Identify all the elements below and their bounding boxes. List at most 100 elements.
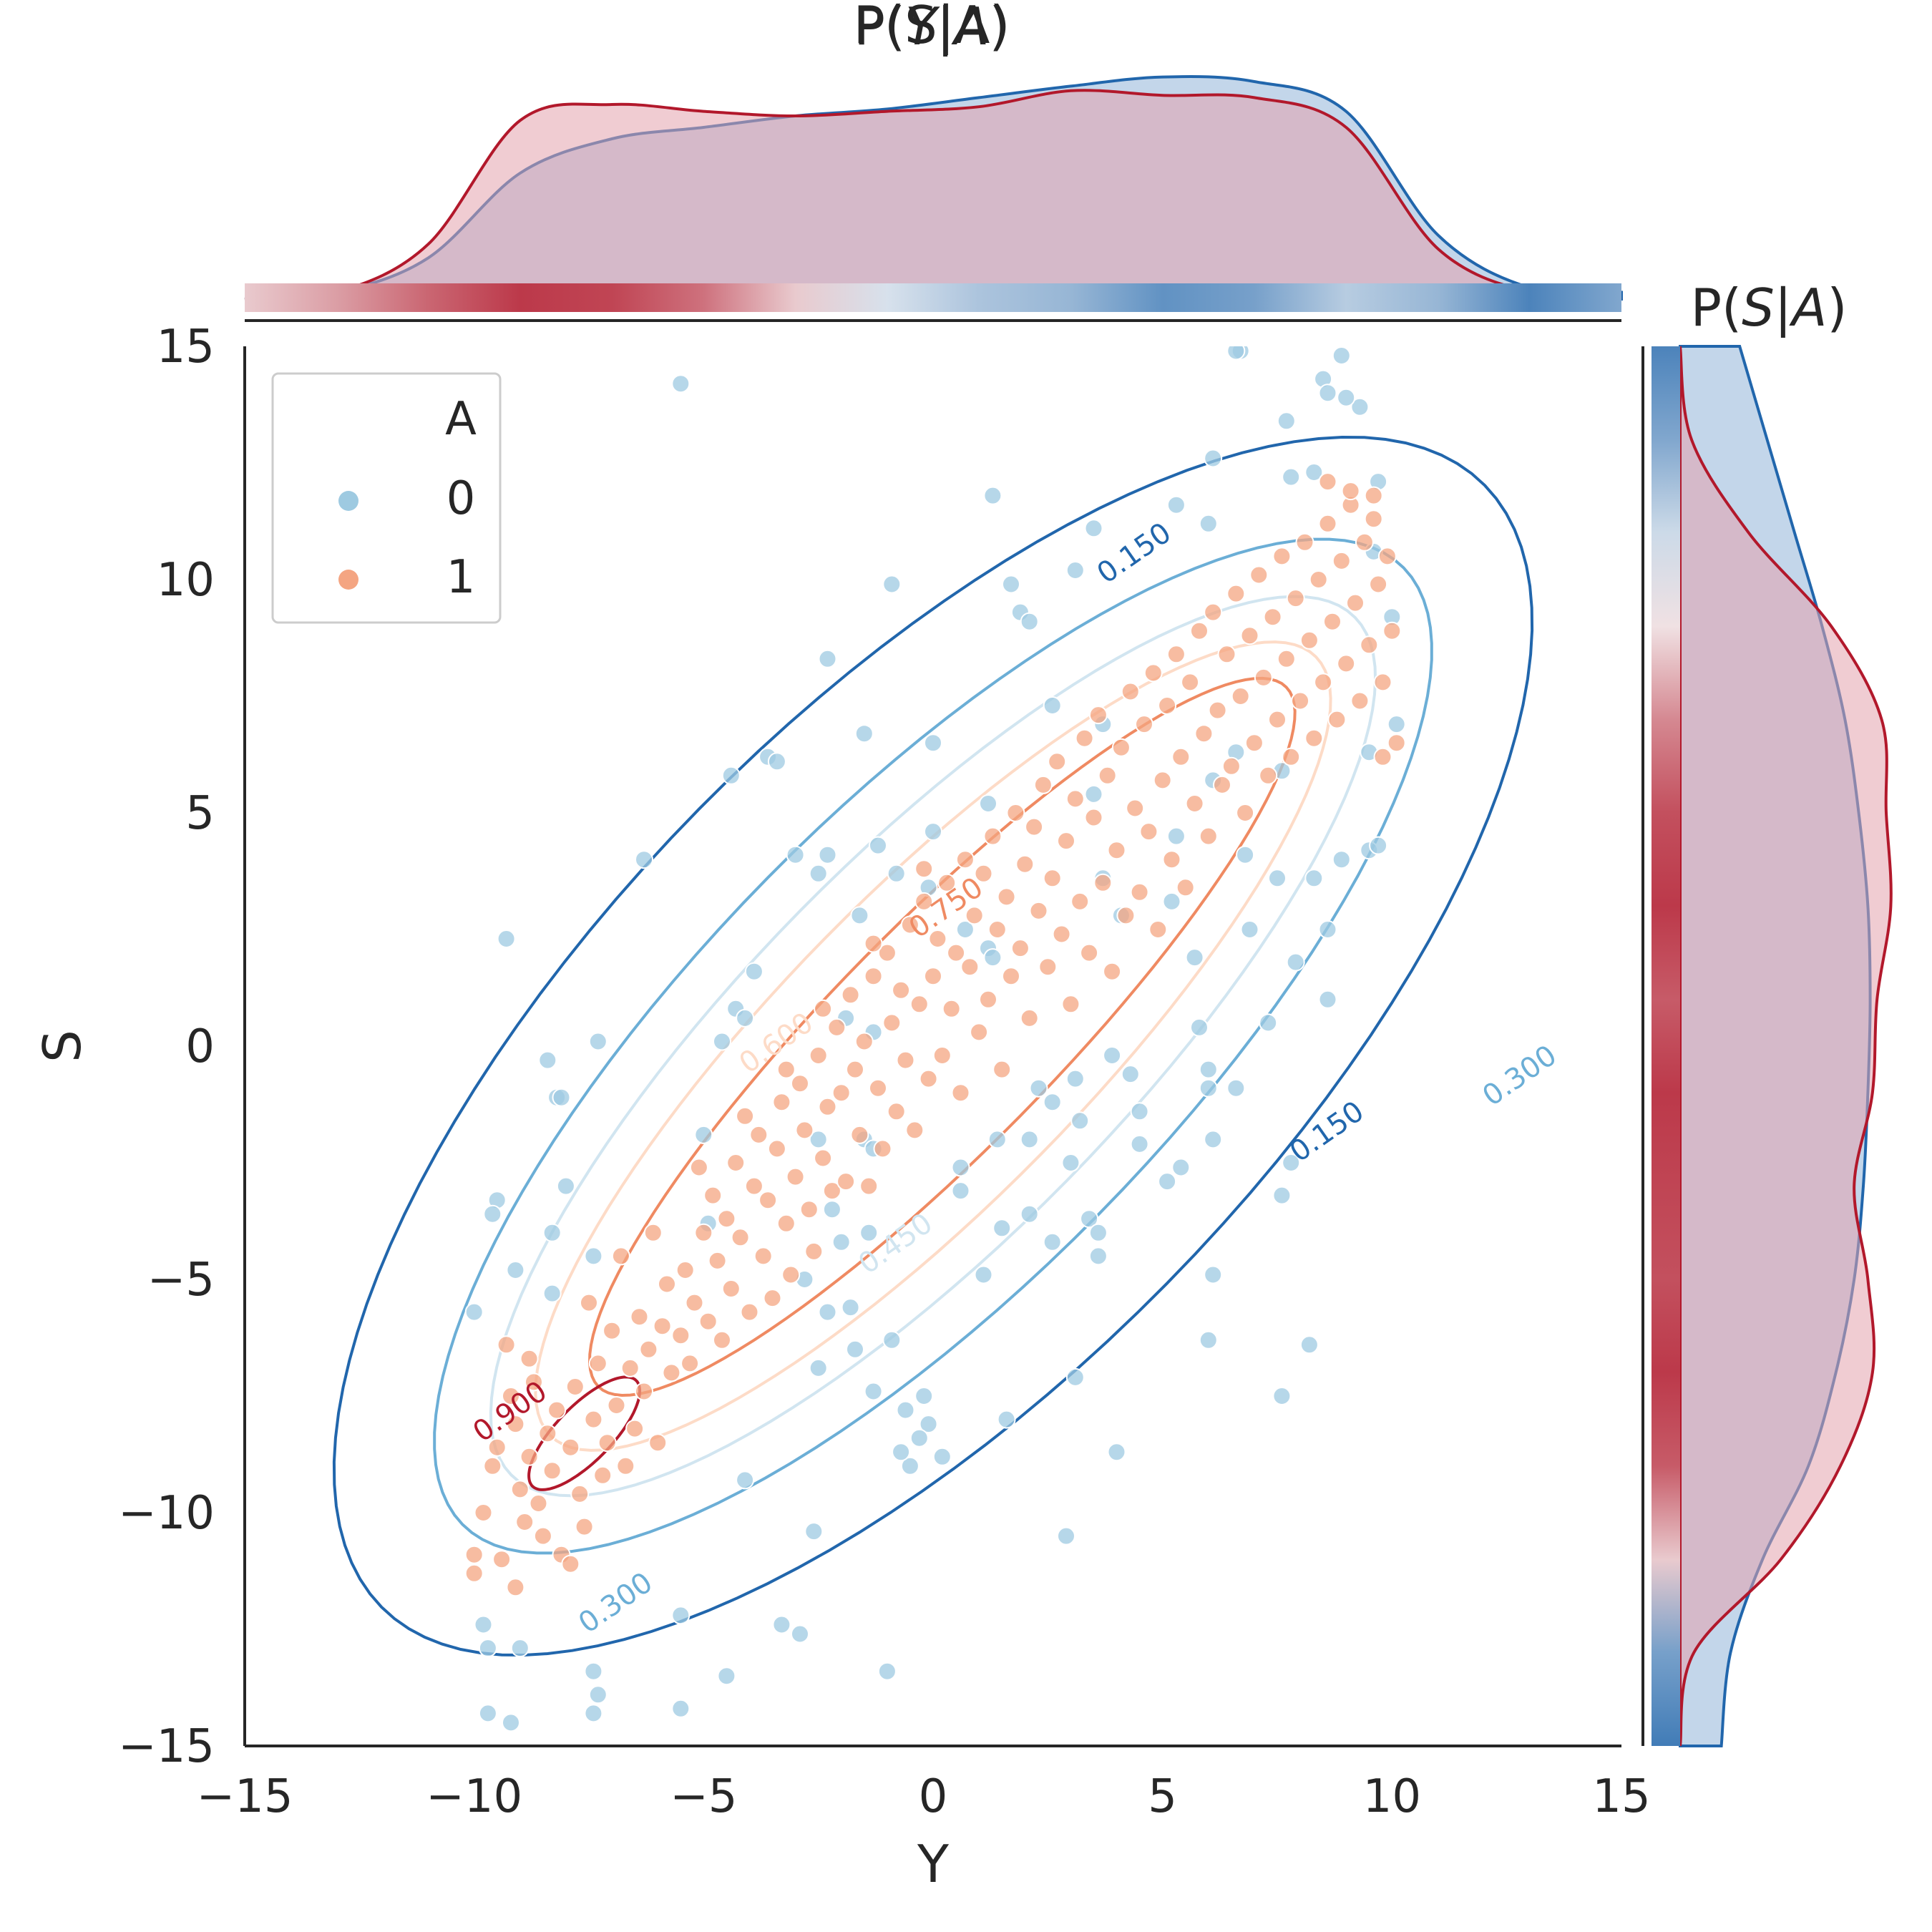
scatter-point-a0 <box>809 1358 828 1377</box>
scatter-point-a0 <box>1121 1065 1140 1084</box>
scatter-point-a0 <box>717 1667 736 1686</box>
scatter-point-a1 <box>580 1293 598 1312</box>
scatter-point-a1 <box>611 1246 630 1266</box>
scatter-point-a1 <box>1299 630 1319 650</box>
top-marginal-rug-strip <box>245 283 1621 312</box>
scatter-point-a1 <box>698 1312 718 1331</box>
scatter-point-a0 <box>1350 397 1370 416</box>
scatter-point-a1 <box>896 1050 915 1070</box>
scatter-point-a1 <box>726 1153 746 1172</box>
scatter-point-a1 <box>1236 804 1255 822</box>
scatter-point-a1 <box>1318 514 1337 533</box>
scatter-point-a1 <box>630 1307 649 1327</box>
scatter-point-a1 <box>1158 696 1177 715</box>
scatter-point-a1 <box>497 1335 516 1355</box>
scatter-point-a1 <box>814 1148 833 1168</box>
scatter-point-a1 <box>492 1550 512 1569</box>
x-tick-label: 0 <box>919 1770 948 1823</box>
legend-marker-0 <box>338 491 358 511</box>
scatter-point-a1 <box>547 1400 567 1420</box>
scatter-point-a0 <box>502 1713 520 1732</box>
scatter-point-a1 <box>588 1354 608 1373</box>
scatter-point-a1 <box>900 915 919 935</box>
scatter-point-a0 <box>1190 1018 1209 1037</box>
scatter-point-a0 <box>896 1400 915 1420</box>
scatter-point-a1 <box>1318 472 1337 492</box>
scatter-point-a0 <box>1061 1153 1080 1172</box>
contour-label: 0.300 <box>572 1566 658 1640</box>
scatter-point-a0 <box>909 1428 929 1448</box>
scatter-point-a1 <box>1176 878 1195 897</box>
scatter-point-a1 <box>639 1340 658 1359</box>
scatter-point-a1 <box>804 1241 824 1261</box>
scatter-point-a1 <box>763 1289 782 1308</box>
scatter-point-a0 <box>671 1606 691 1625</box>
scatter-point-a0 <box>854 724 874 743</box>
scatter-point-a1 <box>758 1191 778 1210</box>
scatter-point-a0 <box>992 1219 1012 1238</box>
right-marginal-panel: P(S|A) <box>1641 278 1893 1747</box>
scatter-point-a1 <box>1166 645 1186 664</box>
scatter-point-a1 <box>1341 482 1360 501</box>
scatter-point-a1 <box>607 1396 626 1415</box>
scatter-point-a1 <box>1107 841 1126 860</box>
scatter-point-a1 <box>1075 728 1094 748</box>
scatter-point-a1 <box>997 887 1016 907</box>
scatter-point-a1 <box>1025 817 1044 836</box>
scatter-point-a1 <box>1020 1008 1039 1028</box>
scatter-point-a1 <box>859 1176 879 1196</box>
scatter-point-a1 <box>776 1060 796 1079</box>
scatter-point-a1 <box>1355 532 1374 552</box>
scatter-point-a0 <box>671 374 691 394</box>
scatter-point-a0 <box>1080 1209 1099 1229</box>
scatter-point-a0 <box>1065 561 1085 580</box>
scatter-point-a1 <box>1171 747 1191 766</box>
scatter-point-a0 <box>887 864 906 883</box>
contour-label: 0.150 <box>1091 517 1177 590</box>
scatter-point-a0 <box>900 1456 919 1475</box>
scatter-point-a1 <box>506 1415 525 1434</box>
y-tick-label: 15 <box>157 321 215 374</box>
scatter-point-a0 <box>464 1302 484 1322</box>
scatter-point-a0 <box>997 1410 1016 1429</box>
scatter-point-a1 <box>869 1078 887 1098</box>
scatter-point-a1 <box>914 859 934 879</box>
scatter-point-a0 <box>955 920 975 939</box>
scatter-point-a1 <box>1093 873 1113 892</box>
scatter-point-a1 <box>1126 799 1145 818</box>
scatter-point-a1 <box>1286 589 1305 608</box>
scatter-point-a1 <box>1259 766 1278 785</box>
scatter-point-a1 <box>1116 906 1136 925</box>
scatter-point-a0 <box>877 1662 897 1681</box>
scatter-point-a1 <box>1162 850 1181 869</box>
scatter-point-a1 <box>1048 752 1067 771</box>
scatter-point-a1 <box>767 1139 786 1158</box>
contour-label: 0.150 <box>1284 1095 1370 1169</box>
scatter-point-a1 <box>1346 593 1365 613</box>
scatter-point-a0 <box>1282 1153 1301 1172</box>
scatter-point-a1 <box>905 1121 924 1140</box>
scatter-point-a1 <box>1002 967 1020 986</box>
scatter-point-a0 <box>694 1125 713 1144</box>
scatter-point-a0 <box>822 1200 841 1219</box>
scatter-point-a0 <box>1043 696 1062 715</box>
scatter-point-a0 <box>542 1284 562 1303</box>
scatter-point-a1 <box>602 1321 622 1340</box>
scatter-point-a0 <box>983 948 1002 967</box>
scatter-point-a0 <box>850 906 869 925</box>
scatter-point-a1 <box>671 1326 691 1345</box>
scatter-point-a0 <box>1020 1204 1039 1224</box>
scatter-point-a1 <box>515 1513 535 1531</box>
scatter-point-a1 <box>1043 869 1062 888</box>
scatter-point-a1 <box>1369 575 1388 594</box>
scatter-point-a1 <box>1015 854 1035 874</box>
scatter-point-a1 <box>960 957 980 977</box>
scatter-point-a1 <box>1006 804 1025 822</box>
scatter-point-a0 <box>497 930 516 948</box>
scatter-point-a0 <box>1272 1387 1292 1405</box>
scatter-point-a0 <box>1088 1246 1108 1266</box>
scatter-point-a0 <box>864 1382 883 1401</box>
scatter-point-a1 <box>662 1363 681 1382</box>
scatter-point-a0 <box>809 864 828 883</box>
right-marginal-density <box>1679 345 1893 1747</box>
